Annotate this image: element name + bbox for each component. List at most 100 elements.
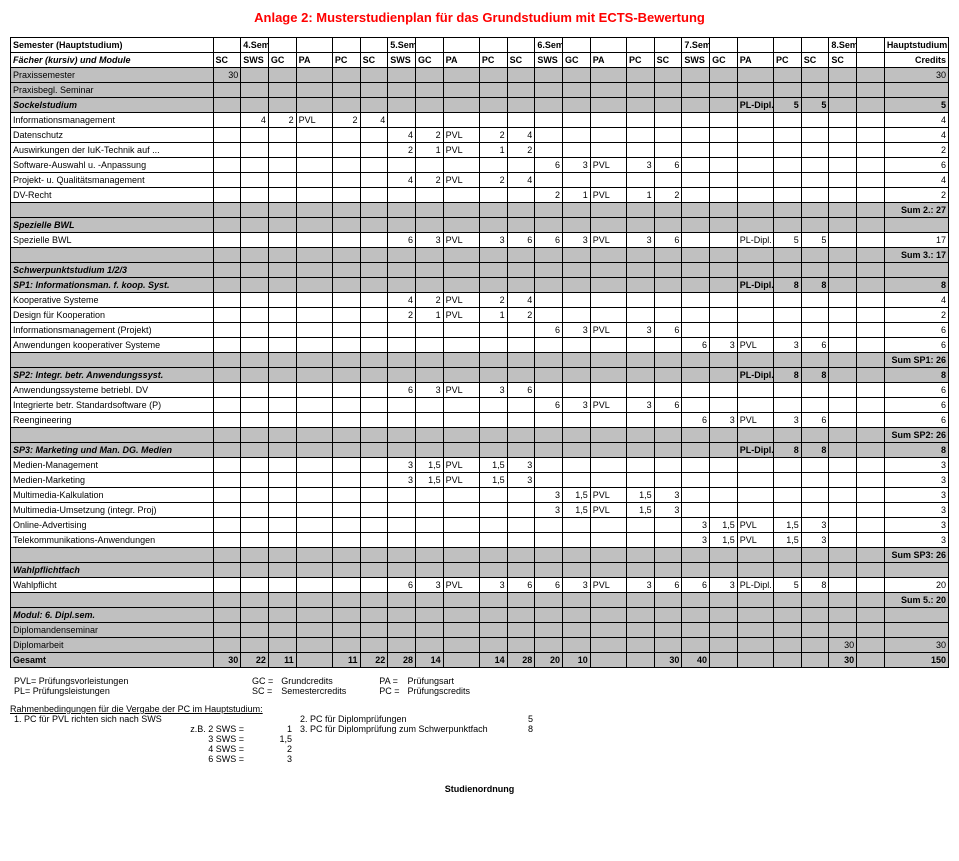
data-cell bbox=[507, 608, 535, 623]
data-cell bbox=[682, 368, 710, 383]
row-label bbox=[11, 593, 214, 608]
data-cell: 1 bbox=[479, 308, 507, 323]
table-row: Reengineering63PVL366 bbox=[11, 413, 949, 428]
data-cell bbox=[626, 338, 654, 353]
data-cell bbox=[829, 578, 857, 593]
data-cell bbox=[388, 413, 416, 428]
data-cell bbox=[296, 383, 332, 398]
data-cell bbox=[590, 338, 626, 353]
data-cell bbox=[801, 548, 829, 563]
data-cell: 1,5 bbox=[626, 503, 654, 518]
data-cell: 1,5 bbox=[415, 458, 443, 473]
data-cell bbox=[535, 593, 563, 608]
data-cell bbox=[857, 383, 885, 398]
data-cell: 30 bbox=[829, 653, 857, 668]
data-cell bbox=[332, 338, 360, 353]
data-cell bbox=[590, 638, 626, 653]
data-cell bbox=[213, 368, 241, 383]
data-cell bbox=[710, 203, 738, 218]
data-cell: Sum SP1: 26 bbox=[884, 353, 948, 368]
data-cell bbox=[590, 563, 626, 578]
data-cell bbox=[241, 518, 269, 533]
row-label: Diplomarbeit bbox=[11, 638, 214, 653]
data-cell bbox=[626, 263, 654, 278]
header-cell: PC bbox=[479, 53, 507, 68]
table-row: Sum SP2: 26 bbox=[11, 428, 949, 443]
data-cell bbox=[737, 188, 773, 203]
header-cell bbox=[507, 38, 535, 53]
data-cell: 1,5 bbox=[415, 473, 443, 488]
header-cell bbox=[857, 53, 885, 68]
data-cell bbox=[388, 533, 416, 548]
row-label: Wahlpflichtfach bbox=[11, 563, 214, 578]
data-cell: 3 bbox=[535, 503, 563, 518]
data-cell bbox=[654, 383, 682, 398]
data-cell bbox=[626, 383, 654, 398]
data-cell bbox=[507, 278, 535, 293]
data-cell: PL-Dipl. bbox=[737, 578, 773, 593]
data-cell: 22 bbox=[360, 653, 388, 668]
data-cell: 6 bbox=[388, 578, 416, 593]
data-cell: 8 bbox=[884, 368, 948, 383]
header-cell bbox=[360, 38, 388, 53]
data-cell bbox=[360, 308, 388, 323]
data-cell: 1,5 bbox=[710, 533, 738, 548]
data-cell bbox=[801, 398, 829, 413]
data-cell bbox=[654, 443, 682, 458]
data-cell bbox=[710, 233, 738, 248]
data-cell bbox=[360, 593, 388, 608]
data-cell bbox=[507, 443, 535, 458]
data-cell bbox=[626, 218, 654, 233]
data-cell bbox=[535, 383, 563, 398]
table-row: Wahlpflicht63PVL3663PVL3663PL-Dipl.5820 bbox=[11, 578, 949, 593]
data-cell: 1,5 bbox=[710, 518, 738, 533]
data-cell bbox=[563, 443, 591, 458]
data-cell bbox=[737, 458, 773, 473]
row-label bbox=[11, 548, 214, 563]
data-cell bbox=[296, 473, 332, 488]
data-cell bbox=[774, 473, 802, 488]
data-cell bbox=[479, 533, 507, 548]
data-cell bbox=[857, 203, 885, 218]
data-cell bbox=[563, 638, 591, 653]
data-cell bbox=[213, 353, 241, 368]
data-cell bbox=[682, 203, 710, 218]
data-cell bbox=[268, 143, 296, 158]
table-row: SP1: Informationsman. f. koop. Syst.PL-D… bbox=[11, 278, 949, 293]
data-cell bbox=[710, 173, 738, 188]
data-cell bbox=[774, 548, 802, 563]
data-cell: PVL bbox=[443, 578, 479, 593]
data-cell bbox=[829, 263, 857, 278]
data-cell bbox=[479, 98, 507, 113]
data-cell: 3 bbox=[801, 518, 829, 533]
table-row: Sum SP1: 26 bbox=[11, 353, 949, 368]
data-cell bbox=[857, 353, 885, 368]
data-cell bbox=[388, 488, 416, 503]
data-cell bbox=[241, 293, 269, 308]
data-cell bbox=[443, 533, 479, 548]
data-cell bbox=[654, 518, 682, 533]
table-row: Medien-Marketing31,5PVL1,533 bbox=[11, 473, 949, 488]
data-cell bbox=[590, 68, 626, 83]
data-cell bbox=[268, 308, 296, 323]
data-cell bbox=[296, 278, 332, 293]
row-label: Informationsmanagement bbox=[11, 113, 214, 128]
data-cell bbox=[241, 383, 269, 398]
data-cell bbox=[443, 203, 479, 218]
data-cell bbox=[654, 83, 682, 98]
data-cell bbox=[479, 503, 507, 518]
data-cell bbox=[563, 383, 591, 398]
data-cell bbox=[801, 653, 829, 668]
data-cell: 8 bbox=[774, 368, 802, 383]
data-cell: 3 bbox=[626, 233, 654, 248]
data-cell: 6 bbox=[507, 578, 535, 593]
table-row: Informationsmanagement (Projekt)63PVL366 bbox=[11, 323, 949, 338]
data-cell bbox=[710, 638, 738, 653]
data-cell bbox=[360, 548, 388, 563]
data-cell: PVL bbox=[296, 113, 332, 128]
data-cell: 3 bbox=[774, 413, 802, 428]
data-cell bbox=[479, 188, 507, 203]
data-cell bbox=[415, 203, 443, 218]
data-cell bbox=[829, 548, 857, 563]
data-cell bbox=[563, 593, 591, 608]
